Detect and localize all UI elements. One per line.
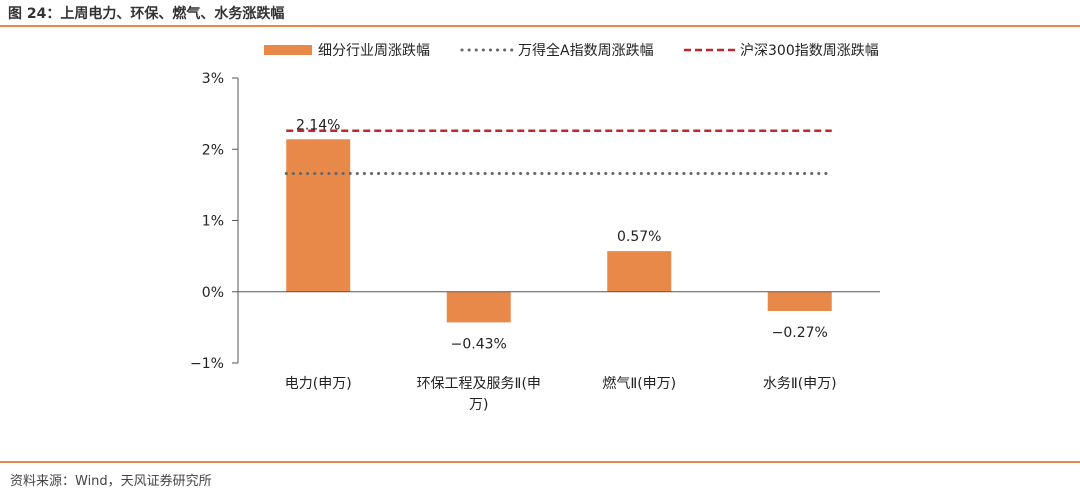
bottom-rule [0,461,1080,463]
source-note: 资料来源：Wind，天风证券研究所 [10,474,212,489]
legend-bar-swatch [264,45,312,55]
bar-chart: 3% 2% 1% 0% −1% 2.14% −0.43% 0.57% −0.27% 电力(申万) 环… [190,42,880,413]
data-label: 0.57% [617,229,661,245]
y-tick-label: 0% [202,285,224,301]
y-tick-label: 1% [202,214,224,230]
x-tick-label: 燃气Ⅱ(申万) [602,375,676,392]
y-tick-label: 2% [202,142,224,158]
x-tick-label: 环保工程及服务Ⅱ(申 [417,376,541,392]
x-tick-label: 水务Ⅱ(申万) [763,376,837,392]
x-tick-label: 万) [469,397,488,413]
y-tick-label: 3% [202,71,224,87]
top-rule [0,25,1080,27]
bar-4 [767,291,832,311]
x-tick-label: 电力(申万) [285,376,352,392]
bar-3 [607,251,672,292]
data-label: 2.14% [296,117,340,133]
y-tick-label: −1% [190,356,224,372]
bar-1 [286,139,351,292]
bar-2 [446,291,511,323]
figure-title: 图 24：上周电力、环保、燃气、水务涨跌幅 [8,6,285,22]
legend-label: 沪深300指数周涨跌幅 [740,43,879,59]
data-label: −0.27% [772,325,828,341]
legend-label: 万得全A指数周涨跌幅 [518,42,654,59]
data-label: −0.43% [451,336,507,352]
legend-label: 细分行业周涨跌幅 [318,43,430,59]
